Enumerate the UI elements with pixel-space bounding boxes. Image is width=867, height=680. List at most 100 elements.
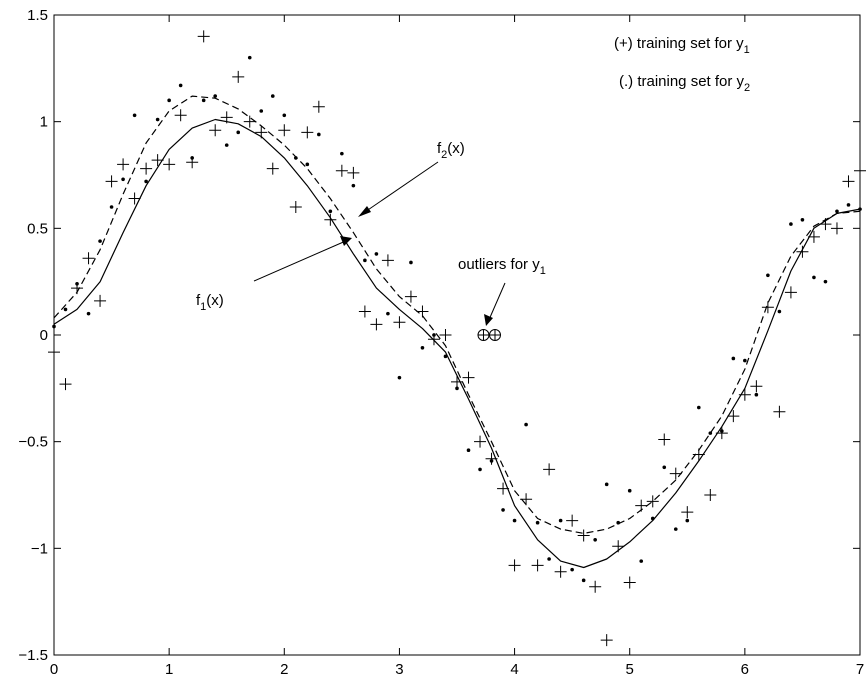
y2-training-point [708,431,713,435]
y1-training-point [82,252,95,265]
y1-training-point [140,162,153,175]
y1-training-point [704,489,717,501]
y2-training-point [247,55,252,60]
y1-training-point [255,126,268,139]
y2-training-point [501,508,505,512]
y1-training-point [819,218,832,231]
y2-training-point [789,222,793,226]
y2-training-point [236,130,241,135]
y2-training-point [466,448,471,453]
y-tick-label: 0 [40,327,48,344]
y2-training-point [190,156,194,160]
y2-training-point [731,356,736,361]
y1-training-point [381,254,394,267]
y1-training-point [324,213,337,226]
y2-training-point [305,162,310,167]
y2-training-point [443,354,448,359]
y-tick-label: −0.5 [18,434,48,451]
y2-training-point [328,209,333,214]
y1-training-point [658,433,671,446]
y1-training-point [404,290,417,303]
y1-training-point [623,576,636,589]
x-tick-label: 2 [280,661,288,678]
y1-training-point [761,301,774,314]
y1-training-point [842,175,855,188]
y1-outlier-point [488,329,501,341]
y1-training-point [485,452,498,465]
x-tick-label: 4 [510,661,518,678]
annotation-f1: f1(x) [196,292,224,313]
y2-training-point [616,520,620,525]
y2-training-point [812,275,816,280]
y2-training-point [858,207,862,211]
y1-training-point [520,493,533,506]
y2-training-point [650,516,655,521]
x-tick-label: 7 [856,661,864,678]
y1-training-point [669,467,682,480]
y2-training-point [86,311,91,316]
annotation-f2-arrow [361,161,439,215]
y1-training-point [497,482,510,495]
y1-training-point [784,286,797,299]
f1-curve [53,118,861,569]
y2-training-point [846,203,851,207]
y1-training-point [646,495,659,508]
y1-outlier-point [477,329,490,341]
y1-training-point [566,514,579,527]
y2-training-point [178,83,183,88]
y2-training-point [270,94,275,98]
y1-training-point [128,192,141,205]
y1-training-point [358,305,371,318]
y1-training-point [94,294,107,307]
y1-training-point [612,540,625,553]
y1-training-point [796,245,809,258]
y2-training-point [593,538,597,542]
y2-training-point [374,252,379,256]
y2-training-point [98,239,102,243]
x-tick-label: 3 [395,661,403,678]
legend-entry-y2: (.) training set for y2 [619,73,750,94]
x-tick-label: 6 [741,661,749,678]
y1-training-point [681,506,694,519]
y2-training-point [294,156,298,160]
y1-training-point [393,316,406,329]
y1-training-point [243,115,256,128]
y2-training-point [639,559,644,563]
y2-training-point [823,279,828,284]
y-tick-label: −1 [31,540,48,557]
y1-training-point [807,230,820,243]
y1-training-point [600,634,613,647]
y2-training-point [213,94,217,98]
y1-training-point [278,124,291,137]
y1-training-point [738,388,751,401]
y1-training-point [312,100,325,113]
y1-training-point [462,371,475,384]
y1-training-point [232,70,245,83]
y2-training-point [570,567,574,572]
y1-training-point [554,565,567,578]
y2-training-point [604,482,609,487]
y2-training-point [766,273,770,278]
y2-training-point [409,260,413,265]
data-markers [48,30,866,647]
y1-training-point [416,305,429,318]
x-tick-label: 1 [165,661,173,678]
y2-training-point [662,465,667,470]
y2-training-point [743,358,747,363]
y-tick-label: 0.5 [27,220,48,237]
y2-training-point [201,98,206,103]
y1-training-point [854,164,866,177]
y2-training-point [720,429,724,433]
y2-training-point [800,218,805,222]
y1-training-point [174,109,187,122]
annotation-f1-arrowhead [340,236,352,246]
y1-training-point [830,222,843,235]
y1-training-point [209,124,222,137]
y1-training-point [220,111,233,124]
y1-training-point [750,380,763,393]
y2-training-point [524,422,528,427]
y1-training-point [474,435,487,448]
y2-training-point [697,405,701,410]
y1-training-point [197,30,210,43]
